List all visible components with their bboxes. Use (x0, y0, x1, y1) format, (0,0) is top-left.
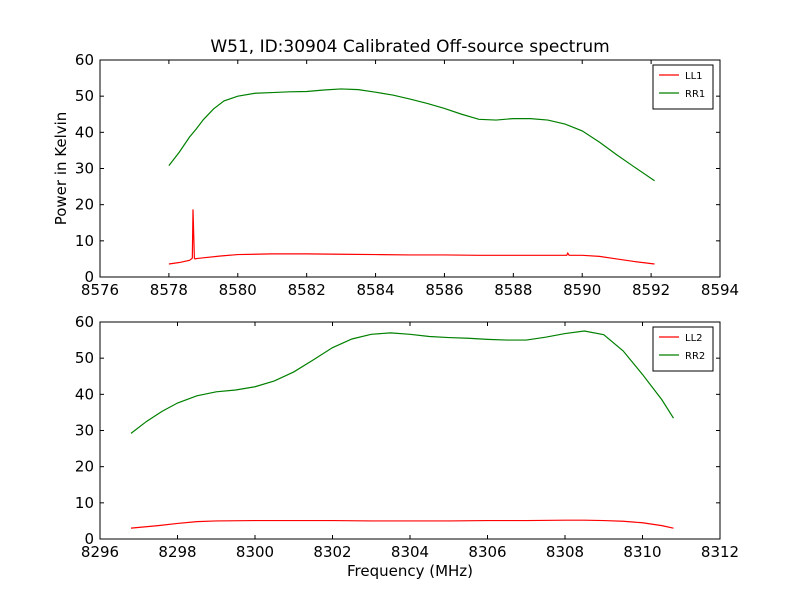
y-tick-label: 40 (75, 123, 94, 141)
series-line-rr1 (168, 88, 655, 182)
plot-area (99, 321, 721, 540)
legend-label-ll1: LL1 (685, 71, 703, 82)
y-tick-label: 40 (75, 385, 94, 403)
legend-label-rr2: RR2 (685, 351, 705, 362)
legend-box (652, 64, 714, 110)
x-tick-label: 8312 (701, 543, 739, 561)
legend-label-ll2: LL2 (685, 333, 703, 344)
x-tick-label: 8300 (236, 543, 274, 561)
y-tick-label: 50 (75, 349, 94, 367)
x-tick-label: 8588 (494, 281, 532, 299)
y-tick-label: 30 (75, 422, 94, 440)
x-tick-label: 8594 (701, 281, 739, 299)
series-line-ll2 (130, 519, 674, 529)
y-tick-label: 50 (75, 87, 94, 105)
x-tick-label: 8296 (81, 543, 119, 561)
chart-title: W51, ID:30904 Calibrated Off-source spec… (210, 37, 609, 57)
plot-panel-2: 8296 8298 8300 8302 8304 8306 8308 8310 8312 0 10 2… (75, 313, 739, 580)
legend: LL1 RR1 (652, 64, 714, 110)
x-tick-label: 8302 (313, 543, 351, 561)
plot-panel-1: 8576 8578 8580 8582 8584 8586 8588 8590 8592 8594… (52, 51, 739, 299)
x-tick-label: 8306 (468, 543, 506, 561)
x-tick-label: 8310 (623, 543, 661, 561)
y-tick-label: 20 (75, 458, 94, 476)
x-tick-label: 8308 (546, 543, 584, 561)
y-tick-label: 10 (75, 232, 94, 250)
x-tick-label: 8592 (632, 281, 670, 299)
y-tick-label: 0 (84, 268, 94, 286)
y-tick-label: 60 (75, 51, 94, 69)
y-tick-label: 10 (75, 494, 94, 512)
x-axis-label: Frequency (MHz) (347, 562, 473, 580)
plot-area (99, 59, 721, 278)
x-tick-label: 8586 (425, 281, 463, 299)
x-tick-label: 8580 (219, 281, 257, 299)
x-tick-label: 8590 (563, 281, 601, 299)
series-line-rr2 (130, 330, 675, 434)
x-tick-label: 8582 (288, 281, 326, 299)
x-tick-label: 8298 (158, 543, 196, 561)
legend-label-rr1: RR1 (685, 89, 705, 100)
legend-box (652, 326, 714, 372)
y-tick-label: 60 (75, 313, 94, 331)
x-tick-label: 8584 (356, 281, 394, 299)
y-tick-label: 30 (75, 160, 94, 178)
y-tick-label: 20 (75, 196, 94, 214)
x-tick-label: 8578 (150, 281, 188, 299)
legend: LL2 RR2 (652, 326, 714, 372)
y-axis-label: Power in Kelvin (52, 112, 70, 226)
x-tick-label: 8576 (81, 281, 119, 299)
y-tick-label: 0 (84, 530, 94, 548)
x-tick-label: 8304 (391, 543, 429, 561)
series-line-ll1 (168, 209, 655, 265)
